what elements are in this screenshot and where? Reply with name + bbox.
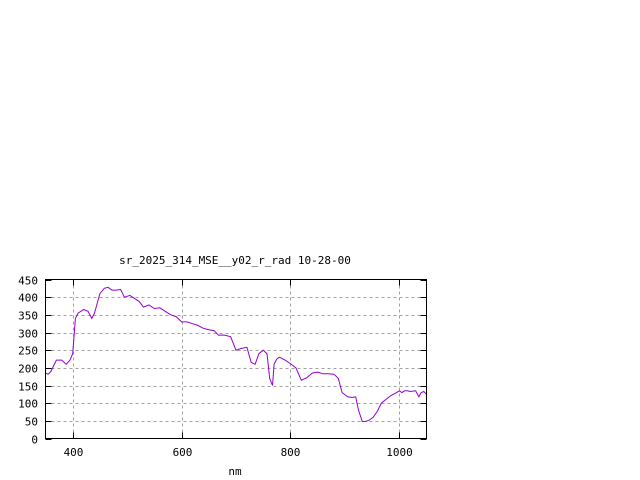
chart-title: sr_2025_314_MSE__y02_r_rad 10-28-00 bbox=[119, 254, 351, 267]
y-tick-label: 400 bbox=[18, 292, 38, 305]
y-tick-label: 250 bbox=[18, 345, 38, 358]
x-tick-label: 800 bbox=[281, 446, 301, 459]
y-tick-label: 300 bbox=[18, 328, 38, 341]
y-tick-label: 200 bbox=[18, 363, 38, 376]
y-tick-label: 50 bbox=[25, 416, 38, 429]
grid-lines bbox=[45, 279, 427, 439]
y-tick-label: 350 bbox=[18, 310, 38, 323]
x-tick-label: 1000 bbox=[386, 446, 413, 459]
series-line bbox=[45, 286, 427, 422]
y-tick-label: 450 bbox=[18, 275, 38, 288]
y-tick-labels: 0 50 100 150 200 250 300 350 400 450 bbox=[18, 275, 38, 447]
plot-frame bbox=[45, 279, 427, 439]
x-tick-labels: 400 600 800 1000 bbox=[64, 446, 413, 459]
x-tick-label: 600 bbox=[173, 446, 193, 459]
y-tick-label: 150 bbox=[18, 381, 38, 394]
y-tick-label: 0 bbox=[31, 434, 38, 447]
axis-ticks bbox=[45, 279, 427, 440]
x-axis-label: nm bbox=[228, 465, 242, 478]
y-tick-label: 100 bbox=[18, 398, 38, 411]
x-tick-label: 400 bbox=[64, 446, 84, 459]
